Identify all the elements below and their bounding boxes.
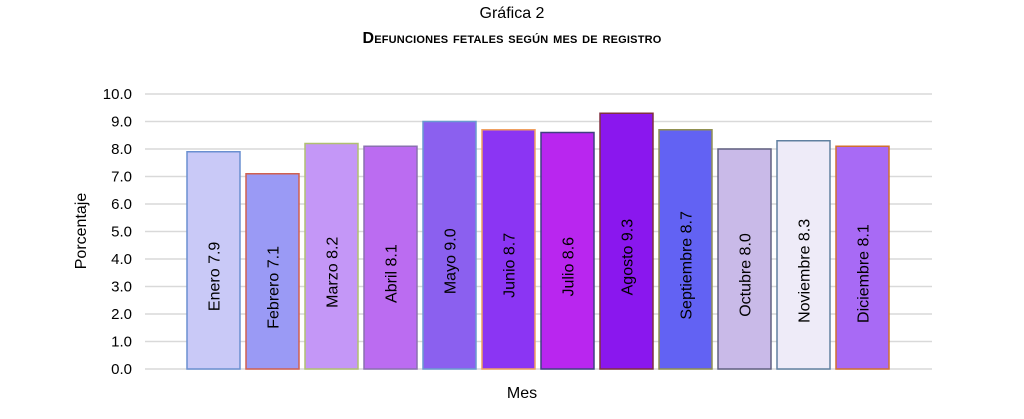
bar-data-label: Febrero 7.1 bbox=[266, 246, 283, 329]
y-tick-label: 3.0 bbox=[111, 279, 132, 296]
bar-data-label: Noviembre 8.3 bbox=[797, 219, 814, 323]
bar-data-label: Mayo 9.0 bbox=[443, 228, 460, 294]
y-tick-label: 2.0 bbox=[111, 306, 132, 323]
chart-subtitle: Defunciones fetales según mes de registr… bbox=[362, 30, 662, 47]
y-tick-label: 6.0 bbox=[111, 196, 132, 213]
bar-junio bbox=[481, 129, 536, 370]
y-tick-label: 0.0 bbox=[111, 361, 132, 378]
bar-data-label: Diciembre 8.1 bbox=[856, 224, 873, 323]
bar-noviembre bbox=[776, 140, 831, 370]
bar-diciembre bbox=[835, 145, 890, 370]
bar-data-label: Enero 7.9 bbox=[207, 242, 224, 311]
bar-data-label: Agosto 9.3 bbox=[620, 219, 637, 296]
bar-septiembre bbox=[658, 129, 713, 370]
y-tick-label: 9.0 bbox=[111, 114, 132, 131]
y-tick-label: 10.0 bbox=[103, 86, 132, 103]
y-tick-label: 8.0 bbox=[111, 141, 132, 158]
y-tick-label: 4.0 bbox=[111, 251, 132, 268]
bar-julio bbox=[540, 131, 595, 370]
bar-data-label: Septiembre 8.7 bbox=[679, 211, 696, 320]
bar-data-label: Octubre 8.0 bbox=[738, 233, 755, 317]
chart-title: Gráfica 2 bbox=[479, 5, 545, 22]
bar-data-label: Junio 8.7 bbox=[502, 233, 519, 298]
bar-data-label: Abril 8.1 bbox=[384, 244, 401, 303]
bar-agosto bbox=[599, 112, 654, 370]
bar-data-label: Marzo 8.2 bbox=[325, 237, 342, 308]
y-tick-label: 7.0 bbox=[111, 169, 132, 186]
bar-mayo bbox=[422, 120, 477, 370]
bar-marzo bbox=[304, 142, 359, 370]
y-tick-label: 5.0 bbox=[111, 224, 132, 241]
bar-abril bbox=[363, 145, 418, 370]
bar-octubre bbox=[717, 148, 772, 370]
y-axis-label: Porcentaje bbox=[73, 193, 90, 270]
bar-data-label: Julio 8.6 bbox=[561, 237, 578, 297]
x-axis-label: Mes bbox=[507, 385, 537, 402]
bar-enero bbox=[186, 151, 241, 370]
y-tick-label: 1.0 bbox=[111, 334, 132, 351]
bar-febrero bbox=[245, 173, 300, 370]
